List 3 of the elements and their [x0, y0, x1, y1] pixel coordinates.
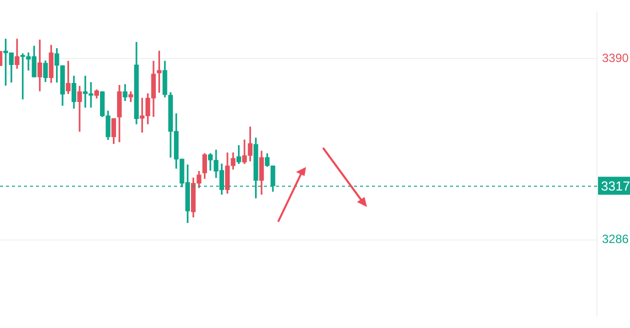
ref-line-label: 3317 [601, 178, 630, 194]
y-tick-label: 3286 [602, 232, 630, 246]
y-tick-label: 3390 [602, 50, 630, 65]
